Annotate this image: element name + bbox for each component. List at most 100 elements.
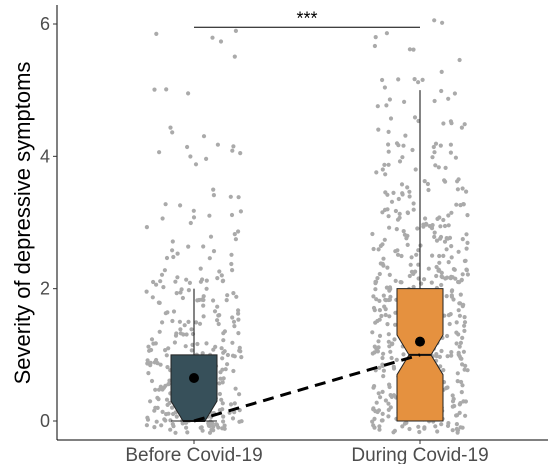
data-point: [184, 425, 189, 430]
data-point: [457, 57, 462, 63]
data-point: [465, 272, 470, 277]
data-point: [370, 351, 375, 356]
data-point: [221, 338, 226, 343]
data-point: [398, 280, 403, 285]
data-point: [170, 248, 175, 253]
data-point: [186, 319, 191, 324]
data-point: [383, 172, 388, 177]
data-point: [413, 167, 418, 172]
data-point: [434, 238, 440, 243]
data-point: [146, 371, 151, 376]
data-point: [376, 391, 381, 396]
data-point: [371, 246, 376, 252]
data-point: [201, 294, 206, 299]
data-point: [234, 294, 239, 299]
data-point: [219, 273, 224, 278]
data-point: [158, 362, 163, 367]
data-point: [387, 97, 392, 102]
data-point: [164, 397, 170, 402]
data-point: [219, 397, 224, 402]
data-point: [444, 294, 449, 299]
data-point: [160, 409, 165, 414]
data-point: [434, 352, 439, 357]
data-point: [218, 376, 223, 381]
data-point: [450, 428, 455, 433]
data-point: [217, 408, 222, 413]
data-point: [171, 309, 177, 314]
data-point: [232, 324, 237, 329]
data-point: [186, 244, 191, 249]
data-point: [237, 392, 242, 397]
data-point: [380, 242, 385, 247]
data-point: [455, 371, 460, 376]
data-point: [446, 96, 451, 101]
data-point: [191, 215, 197, 220]
data-point: [387, 344, 392, 349]
data-point: [446, 213, 451, 218]
data-point: [462, 315, 467, 320]
data-point: [170, 405, 175, 410]
data-point: [200, 351, 205, 356]
data-point: [173, 279, 178, 284]
data-point: [223, 367, 228, 372]
data-point: [232, 401, 237, 406]
data-point: [443, 165, 448, 170]
data-point: [238, 349, 243, 354]
data-point: [204, 341, 209, 346]
data-point: [157, 300, 162, 305]
data-point: [144, 225, 149, 230]
data-point: [175, 251, 180, 256]
data-point: [456, 350, 461, 355]
data-point: [432, 18, 437, 23]
data-point: [221, 414, 226, 419]
data-point: [389, 199, 395, 204]
data-point: [462, 367, 467, 372]
data-point: [440, 20, 445, 25]
data-point: [231, 144, 236, 149]
data-point: [448, 119, 453, 124]
data-point: [422, 277, 427, 282]
data-point: [239, 419, 244, 424]
data-point: [386, 214, 391, 219]
data-point: [399, 182, 405, 187]
data-point: [212, 309, 218, 314]
data-point: [151, 341, 156, 346]
data-point: [229, 252, 234, 257]
data-point: [451, 297, 456, 302]
data-point: [376, 247, 381, 252]
data-point: [215, 304, 220, 309]
data-point: [439, 282, 444, 288]
data-point: [146, 344, 151, 349]
data-point: [462, 328, 467, 333]
data-point: [379, 313, 384, 319]
data-point: [423, 216, 428, 221]
data-point: [430, 253, 435, 258]
data-point: [171, 424, 176, 429]
data-point: [148, 360, 153, 365]
data-point: [462, 122, 467, 127]
data-point: [159, 423, 164, 428]
data-point: [374, 170, 379, 175]
data-point: [435, 429, 440, 434]
data-point: [238, 151, 243, 156]
data-point: [211, 193, 216, 198]
data-point: [445, 354, 450, 359]
data-point: [375, 276, 380, 281]
data-point: [396, 196, 401, 202]
data-point: [397, 211, 402, 216]
data-point: [405, 185, 410, 190]
data-point: [407, 47, 412, 52]
data-point: [145, 361, 150, 366]
data-point: [407, 189, 412, 194]
data-point: [460, 425, 465, 430]
data-point: [399, 253, 404, 259]
data-point: [446, 313, 451, 318]
data-point: [456, 177, 461, 182]
data-point: [236, 229, 241, 234]
data-point: [178, 327, 183, 332]
data-point: [165, 402, 170, 407]
data-point: [228, 194, 233, 199]
data-point: [464, 189, 469, 194]
trend-line: [193, 353, 421, 423]
